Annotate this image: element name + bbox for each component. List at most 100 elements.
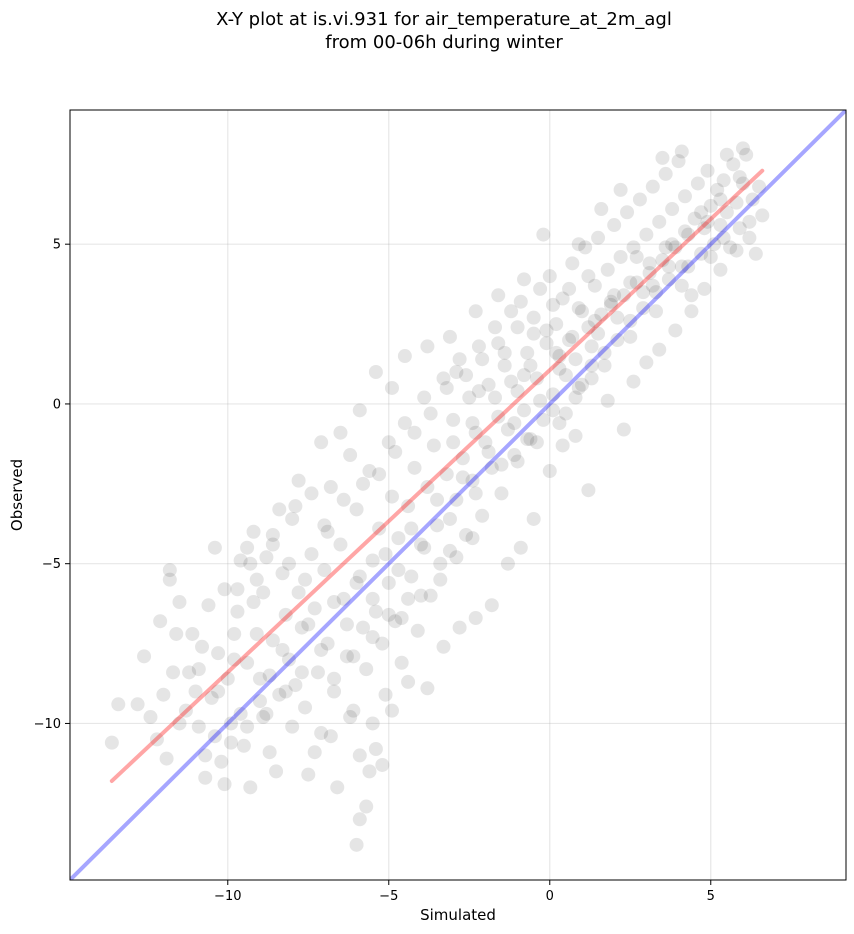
scatter-point [249, 572, 264, 587]
scatter-point [182, 665, 197, 680]
scatter-point [678, 224, 693, 239]
scatter-point [465, 531, 480, 546]
scatter-point [488, 320, 503, 335]
scatter-point [607, 288, 622, 303]
scatter-point [272, 687, 287, 702]
scatter-point [465, 473, 480, 488]
scatter-point [681, 259, 696, 274]
scatter-point [484, 598, 499, 613]
scatter-point [352, 748, 367, 763]
scatter-point [372, 521, 387, 536]
scatter-point [584, 371, 599, 386]
data-points [104, 141, 770, 852]
scatter-point [169, 626, 184, 641]
scatter-point [597, 358, 612, 373]
scatter-point [536, 412, 551, 427]
scatter-point [471, 384, 486, 399]
scatter-point [323, 729, 338, 744]
scatter-point [684, 288, 699, 303]
scatter-point [298, 572, 313, 587]
scatter-point [552, 349, 567, 364]
scatter-point [433, 556, 448, 571]
scatter-point [629, 275, 644, 290]
scatter-point [700, 163, 715, 178]
scatter-point [327, 671, 342, 686]
scatter-point [149, 732, 164, 747]
scatter-point [214, 754, 229, 769]
scatter-point [320, 636, 335, 651]
scatter-point [378, 687, 393, 702]
scatter-point [616, 288, 631, 303]
scatter-point [581, 483, 596, 498]
scatter-point [549, 317, 564, 332]
scatter-point [594, 202, 609, 217]
scatter-point [603, 294, 618, 309]
scatter-point [320, 524, 335, 539]
scatter-point [314, 642, 329, 657]
scatter-point [497, 358, 512, 373]
scatter-point [713, 262, 728, 277]
scatter-point [410, 623, 425, 638]
scatter-point [603, 297, 618, 312]
scatter-point [391, 531, 406, 546]
scatter-point [645, 179, 660, 194]
scatter-point [359, 799, 374, 814]
scatter-point [626, 240, 641, 255]
scatter-point [384, 489, 399, 504]
scatter-point [243, 556, 258, 571]
scatter-point [665, 202, 680, 217]
scatter-point [153, 614, 168, 629]
scatter-point [494, 486, 509, 501]
scatter-point [613, 182, 628, 197]
scatter-point [491, 336, 506, 351]
scatter-point [233, 553, 248, 568]
scatter-point [401, 591, 416, 606]
scatter-point [365, 553, 380, 568]
scatter-point [471, 339, 486, 354]
scatter-point [420, 339, 435, 354]
scatter-point [752, 179, 767, 194]
scatter-point [240, 540, 255, 555]
scatter-point [378, 547, 393, 562]
scatter-point [591, 326, 606, 341]
scatter-point [452, 620, 467, 635]
scatter-point [230, 582, 245, 597]
scatter-point [198, 748, 213, 763]
scatter-point [729, 195, 744, 210]
scatter-point [352, 812, 367, 827]
scatter-point [433, 572, 448, 587]
scatter-point [719, 205, 734, 220]
scatter-point [436, 639, 451, 654]
scatter-point [388, 444, 403, 459]
scatter-point [578, 240, 593, 255]
scatter-point [439, 380, 454, 395]
scatter-point [301, 617, 316, 632]
scatter-point [632, 192, 647, 207]
scatter-point [620, 205, 635, 220]
x-tick-label: 5 [707, 889, 715, 904]
scatter-point [504, 304, 519, 319]
scatter-point [468, 425, 483, 440]
scatter-point [584, 339, 599, 354]
scatter-point [172, 716, 187, 731]
scatter-point [281, 556, 296, 571]
scatter-point [356, 620, 371, 635]
scatter-point [188, 684, 203, 699]
scatter-point [649, 285, 664, 300]
scatter-point [597, 345, 612, 360]
scatter-point [449, 492, 464, 507]
scatter-point [426, 438, 441, 453]
scatter-point [111, 697, 126, 712]
scatter-point [529, 371, 544, 386]
scatter-point [439, 467, 454, 482]
scatter-point [265, 537, 280, 552]
scatter-point [652, 342, 667, 357]
scatter-point [748, 246, 763, 261]
scatter-point [655, 150, 670, 165]
scatter-point [735, 176, 750, 191]
scatter-point [252, 694, 267, 709]
x-tick-label: 0 [546, 889, 554, 904]
scatter-point [500, 422, 515, 437]
scatter-point [252, 671, 267, 686]
